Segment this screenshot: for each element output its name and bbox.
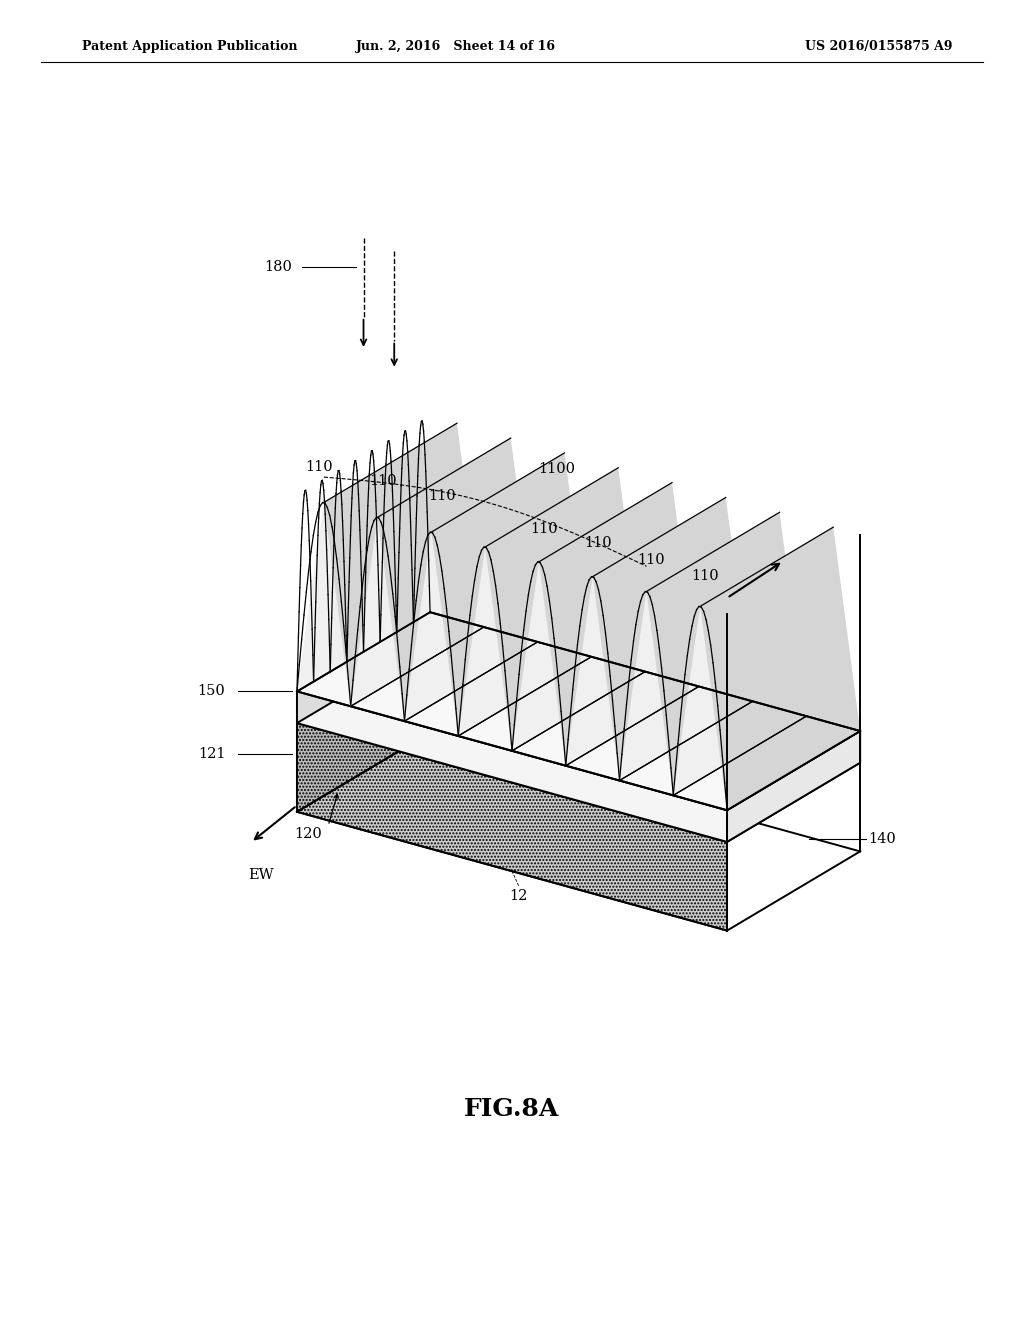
Polygon shape [646, 512, 807, 796]
Polygon shape [297, 612, 860, 810]
Polygon shape [297, 424, 457, 692]
Text: 121: 121 [198, 747, 225, 762]
Text: Jun. 2, 2016   Sheet 14 of 16: Jun. 2, 2016 Sheet 14 of 16 [355, 40, 556, 53]
Text: 150: 150 [198, 684, 225, 698]
Polygon shape [297, 723, 727, 931]
Polygon shape [324, 424, 483, 706]
Polygon shape [297, 644, 430, 812]
Polygon shape [700, 527, 860, 810]
Text: Patent Application Publication: Patent Application Publication [82, 40, 297, 53]
Polygon shape [297, 644, 860, 842]
Text: 110: 110 [369, 474, 396, 488]
Polygon shape [485, 467, 645, 751]
Text: EW: EW [248, 869, 274, 883]
Polygon shape [620, 512, 779, 780]
Polygon shape [459, 467, 618, 737]
Text: US 2016/0155875 A9: US 2016/0155875 A9 [805, 40, 952, 53]
Text: 180: 180 [264, 260, 292, 273]
Polygon shape [350, 438, 511, 706]
Text: 140: 140 [868, 832, 896, 846]
Polygon shape [593, 498, 753, 780]
Polygon shape [297, 612, 430, 723]
Polygon shape [512, 483, 672, 751]
Text: 120: 120 [294, 826, 322, 841]
Text: 110: 110 [691, 569, 719, 582]
Polygon shape [565, 498, 726, 766]
Text: 110: 110 [584, 536, 611, 550]
Polygon shape [404, 453, 564, 721]
Polygon shape [674, 527, 834, 796]
Text: 110: 110 [638, 553, 666, 566]
Polygon shape [378, 438, 538, 721]
Text: 12: 12 [510, 890, 527, 903]
Text: 110: 110 [428, 490, 456, 503]
Text: 110: 110 [530, 521, 558, 536]
Polygon shape [539, 483, 698, 766]
Polygon shape [297, 692, 727, 842]
Text: 110: 110 [305, 459, 333, 474]
Text: 1100: 1100 [539, 462, 575, 475]
Text: FIG.8A: FIG.8A [464, 1097, 560, 1121]
Polygon shape [430, 612, 860, 731]
Polygon shape [431, 453, 592, 737]
Polygon shape [727, 731, 860, 842]
